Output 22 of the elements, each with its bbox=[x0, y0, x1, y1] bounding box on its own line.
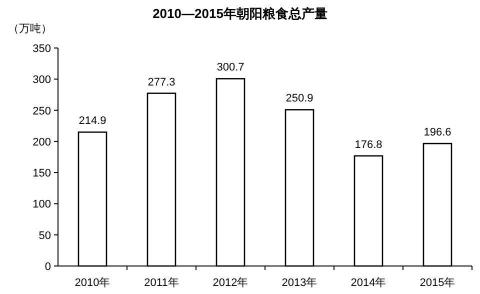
data-label: 196.6 bbox=[424, 126, 452, 139]
y-tick-label: 250 bbox=[32, 105, 51, 118]
y-tick-label: 200 bbox=[32, 136, 51, 148]
x-tick-label: 2014年 bbox=[350, 277, 386, 289]
data-label: 214.9 bbox=[78, 115, 106, 128]
y-tick-label: 350 bbox=[32, 43, 51, 55]
y-tick-label: 0 bbox=[44, 261, 51, 273]
x-tick-label: 2015年 bbox=[420, 277, 456, 289]
data-label: 277.3 bbox=[148, 76, 176, 88]
y-tick-label: 50 bbox=[38, 230, 51, 242]
x-tick-label: 2012年 bbox=[212, 277, 248, 289]
y-tick-label: 150 bbox=[32, 168, 51, 180]
data-label: 176.8 bbox=[354, 138, 382, 151]
y-tick-label: 100 bbox=[32, 198, 51, 211]
x-tick-label: 2010年 bbox=[74, 277, 110, 289]
data-label: 300.7 bbox=[216, 62, 244, 74]
x-tick-label: 2013年 bbox=[282, 277, 318, 289]
x-tick-label: 2011年 bbox=[144, 277, 179, 289]
title: 2010—2015年朝阳粮食总产量 bbox=[152, 6, 328, 21]
ylabel: （万吨） bbox=[8, 23, 52, 35]
y-tick-label: 300 bbox=[32, 74, 51, 86]
data-label: 250.9 bbox=[286, 92, 314, 105]
